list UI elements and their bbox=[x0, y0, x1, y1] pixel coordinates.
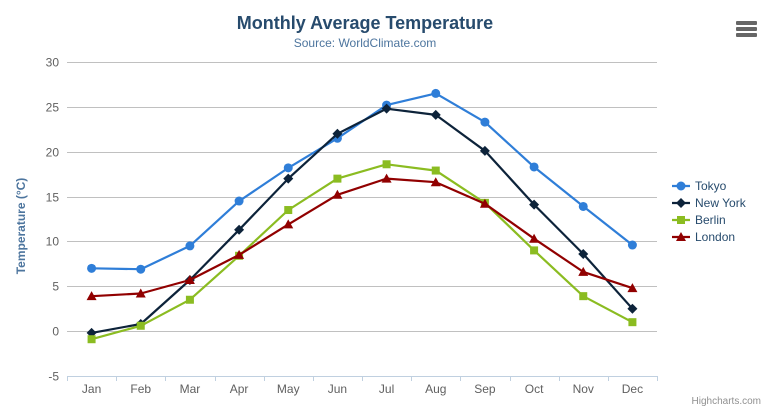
data-point-new-york-sep[interactable] bbox=[479, 145, 490, 156]
series-line-tokyo[interactable] bbox=[90, 92, 634, 271]
data-point-berlin-aug[interactable] bbox=[431, 166, 440, 175]
x-axis-label: May bbox=[277, 382, 300, 396]
data-point-london-jul[interactable] bbox=[381, 173, 392, 183]
x-axis-label: Feb bbox=[130, 382, 151, 396]
data-point-london-dec[interactable] bbox=[627, 283, 638, 293]
legend-label: London bbox=[695, 230, 736, 244]
data-point-london-oct[interactable] bbox=[529, 233, 540, 243]
data-point-new-york-may[interactable] bbox=[283, 173, 294, 184]
data-point-berlin-feb[interactable] bbox=[136, 321, 145, 330]
data-point-tokyo-jan[interactable] bbox=[87, 263, 97, 273]
x-axis-label: Nov bbox=[573, 382, 594, 396]
data-point-london-sep[interactable] bbox=[479, 198, 490, 208]
chart-subtitle: Source: WorldClimate.com bbox=[293, 36, 437, 50]
data-point-tokyo-mar[interactable] bbox=[185, 241, 195, 251]
x-axis-label: Jan bbox=[82, 382, 101, 396]
data-point-tokyo-nov[interactable] bbox=[578, 201, 588, 211]
x-axis-label: Dec bbox=[622, 382, 643, 396]
data-point-berlin-may[interactable] bbox=[284, 206, 293, 215]
y-axis-label: 10 bbox=[46, 235, 60, 249]
data-point-berlin-jul[interactable] bbox=[382, 160, 391, 169]
x-axis-label: Oct bbox=[525, 382, 544, 396]
hamburger-icon bbox=[736, 21, 758, 37]
data-point-london-jun[interactable] bbox=[332, 189, 343, 199]
legend-item-london[interactable]: London bbox=[671, 229, 746, 245]
chart-title: Monthly Average Temperature bbox=[236, 13, 494, 33]
data-point-london-jan[interactable] bbox=[86, 291, 97, 301]
data-point-berlin-dec[interactable] bbox=[628, 318, 637, 327]
data-point-tokyo-oct[interactable] bbox=[529, 162, 539, 172]
legend-marker-square-icon bbox=[672, 216, 690, 224]
data-point-new-york-nov[interactable] bbox=[578, 248, 589, 259]
data-point-london-may[interactable] bbox=[283, 219, 294, 229]
y-axis-label: 30 bbox=[46, 56, 60, 70]
data-point-berlin-jun[interactable] bbox=[333, 174, 342, 183]
data-point-london-apr[interactable] bbox=[234, 249, 245, 259]
data-point-tokyo-apr[interactable] bbox=[234, 196, 244, 206]
data-point-new-york-aug[interactable] bbox=[430, 109, 441, 120]
legend-label: Tokyo bbox=[695, 179, 727, 193]
x-axis-label: Apr bbox=[230, 382, 249, 396]
data-point-new-york-dec[interactable] bbox=[627, 303, 638, 314]
export-menu-button[interactable] bbox=[733, 18, 761, 42]
data-point-berlin-mar[interactable] bbox=[185, 295, 194, 304]
data-point-tokyo-aug[interactable] bbox=[431, 88, 441, 98]
y-axis-label: -5 bbox=[48, 370, 59, 384]
legend: Tokyo New York Berlin London bbox=[671, 178, 746, 246]
data-point-london-feb[interactable] bbox=[135, 288, 146, 298]
x-axis-label: Aug bbox=[425, 382, 446, 396]
legend-marker-circle-icon bbox=[672, 181, 690, 191]
y-axis-label: 25 bbox=[46, 101, 60, 115]
legend-label: New York bbox=[695, 196, 746, 210]
data-point-tokyo-dec[interactable] bbox=[627, 240, 637, 250]
data-point-tokyo-sep[interactable] bbox=[480, 117, 490, 127]
legend-item-tokyo[interactable]: Tokyo bbox=[671, 178, 746, 194]
data-point-tokyo-may[interactable] bbox=[283, 163, 293, 173]
legend-marker-triangle-icon bbox=[672, 232, 690, 241]
data-point-new-york-apr[interactable] bbox=[234, 224, 245, 235]
data-point-tokyo-feb[interactable] bbox=[136, 264, 146, 274]
data-point-london-mar[interactable] bbox=[184, 275, 195, 285]
x-axis-label: Jul bbox=[379, 382, 394, 396]
legend-item-new-york[interactable]: New York bbox=[671, 195, 746, 211]
y-axis-title: Temperature (°C) bbox=[14, 177, 28, 275]
x-axis-label: Sep bbox=[474, 382, 496, 396]
legend-item-berlin[interactable]: Berlin bbox=[671, 212, 746, 228]
data-point-berlin-oct[interactable] bbox=[530, 246, 539, 255]
legend-marker-diamond-icon bbox=[672, 198, 690, 208]
legend-label: Berlin bbox=[695, 213, 726, 227]
x-axis-label: Jun bbox=[328, 382, 347, 396]
x-axis-label: Mar bbox=[180, 382, 201, 396]
series-line-london[interactable] bbox=[90, 177, 634, 298]
data-point-new-york-oct[interactable] bbox=[529, 199, 540, 210]
data-point-new-york-jun[interactable] bbox=[332, 128, 343, 139]
y-axis-label: 20 bbox=[46, 146, 60, 160]
y-axis-label: 5 bbox=[52, 280, 59, 294]
data-point-new-york-jul[interactable] bbox=[381, 103, 392, 114]
data-point-berlin-nov[interactable] bbox=[579, 292, 588, 301]
y-axis-label: 0 bbox=[52, 325, 59, 339]
series-line-new-york[interactable] bbox=[90, 107, 634, 334]
credits-link[interactable]: Highcharts.com bbox=[691, 396, 761, 407]
y-axis-label: 15 bbox=[46, 191, 60, 205]
data-point-london-aug[interactable] bbox=[430, 177, 441, 187]
series-line-berlin[interactable] bbox=[90, 163, 634, 341]
data-point-london-nov[interactable] bbox=[578, 266, 589, 276]
data-point-berlin-jan[interactable] bbox=[87, 335, 96, 344]
